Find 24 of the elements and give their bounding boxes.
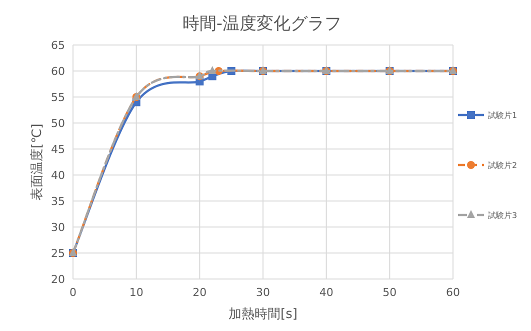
legend-label: 試験片2	[488, 161, 518, 170]
x-tick-label: 10	[129, 286, 144, 299]
y-tick-label: 40	[51, 169, 65, 182]
y-axis-title: 表面温度[℃]	[29, 124, 45, 200]
y-tick-label: 65	[51, 39, 65, 52]
x-tick-label: 50	[382, 286, 397, 299]
y-tick-label: 55	[51, 91, 65, 104]
y-tick-label: 45	[51, 143, 65, 156]
y-tick-label: 30	[51, 221, 65, 234]
x-tick-label: 0	[70, 286, 76, 299]
x-axis-title: 加熱時間[s]	[228, 307, 298, 322]
x-tick-label: 30	[256, 286, 270, 299]
legend-label: 試験片3	[488, 211, 518, 220]
chart-title: 時間-温度変化グラフ	[182, 14, 342, 34]
x-tick-label: 40	[319, 286, 334, 299]
y-tick-label: 20	[51, 273, 65, 286]
y-tick-label: 25	[51, 247, 65, 260]
x-tick-label: 60	[446, 286, 460, 299]
legend-label: 試験片1	[488, 111, 518, 120]
y-tick-label: 60	[51, 65, 65, 78]
x-tick-label: 20	[192, 286, 207, 299]
y-tick-label: 35	[51, 195, 65, 208]
y-tick-label: 50	[51, 117, 65, 130]
point	[208, 66, 216, 74]
